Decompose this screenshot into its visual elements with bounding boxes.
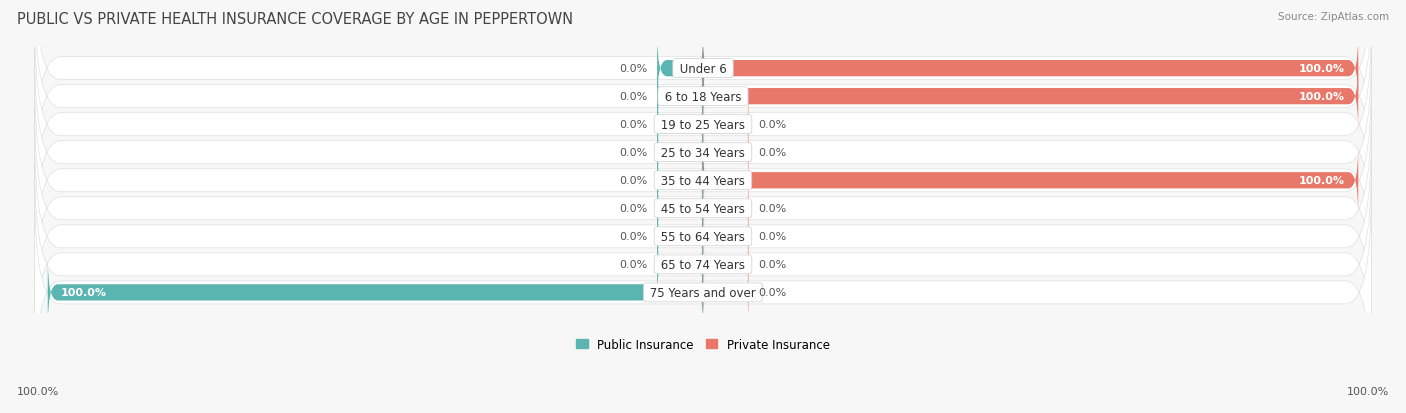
FancyBboxPatch shape (703, 35, 1358, 103)
FancyBboxPatch shape (657, 231, 703, 299)
Text: 100.0%: 100.0% (17, 387, 59, 396)
Text: 6 to 18 Years: 6 to 18 Years (661, 90, 745, 103)
FancyBboxPatch shape (703, 259, 749, 327)
Text: 100.0%: 100.0% (60, 288, 107, 298)
Text: Under 6: Under 6 (676, 62, 730, 76)
Text: 0.0%: 0.0% (759, 232, 787, 242)
FancyBboxPatch shape (657, 119, 703, 187)
FancyBboxPatch shape (657, 63, 703, 131)
Text: 65 to 74 Years: 65 to 74 Years (657, 258, 749, 271)
FancyBboxPatch shape (35, 164, 1371, 365)
FancyBboxPatch shape (657, 175, 703, 242)
Text: 0.0%: 0.0% (619, 176, 647, 186)
Text: 0.0%: 0.0% (759, 288, 787, 298)
Text: Source: ZipAtlas.com: Source: ZipAtlas.com (1278, 12, 1389, 22)
Text: 19 to 25 Years: 19 to 25 Years (657, 119, 749, 131)
Text: 45 to 54 Years: 45 to 54 Years (657, 202, 749, 215)
FancyBboxPatch shape (703, 63, 1358, 131)
Text: 35 to 44 Years: 35 to 44 Years (657, 174, 749, 188)
FancyBboxPatch shape (35, 192, 1371, 393)
FancyBboxPatch shape (657, 203, 703, 271)
Text: 100.0%: 100.0% (1299, 92, 1346, 102)
Text: 0.0%: 0.0% (759, 260, 787, 270)
FancyBboxPatch shape (657, 91, 703, 159)
Text: 100.0%: 100.0% (1299, 176, 1346, 186)
Text: 0.0%: 0.0% (619, 92, 647, 102)
Text: 0.0%: 0.0% (619, 232, 647, 242)
Text: 0.0%: 0.0% (619, 260, 647, 270)
FancyBboxPatch shape (35, 24, 1371, 225)
FancyBboxPatch shape (703, 231, 749, 299)
FancyBboxPatch shape (703, 119, 749, 187)
Text: PUBLIC VS PRIVATE HEALTH INSURANCE COVERAGE BY AGE IN PEPPERTOWN: PUBLIC VS PRIVATE HEALTH INSURANCE COVER… (17, 12, 574, 27)
FancyBboxPatch shape (35, 81, 1371, 281)
FancyBboxPatch shape (35, 52, 1371, 253)
FancyBboxPatch shape (703, 91, 749, 159)
Text: 0.0%: 0.0% (619, 64, 647, 74)
Text: 55 to 64 Years: 55 to 64 Years (657, 230, 749, 243)
Text: 25 to 34 Years: 25 to 34 Years (657, 146, 749, 159)
Text: 100.0%: 100.0% (1347, 387, 1389, 396)
Text: 75 Years and over: 75 Years and over (647, 286, 759, 299)
Text: 0.0%: 0.0% (619, 204, 647, 214)
FancyBboxPatch shape (657, 147, 703, 215)
FancyBboxPatch shape (703, 203, 749, 271)
Text: 0.0%: 0.0% (619, 120, 647, 130)
FancyBboxPatch shape (703, 147, 1358, 215)
FancyBboxPatch shape (657, 35, 703, 103)
FancyBboxPatch shape (703, 175, 749, 242)
FancyBboxPatch shape (48, 259, 703, 327)
Text: 100.0%: 100.0% (1299, 64, 1346, 74)
FancyBboxPatch shape (35, 136, 1371, 337)
FancyBboxPatch shape (35, 0, 1371, 197)
FancyBboxPatch shape (35, 0, 1371, 169)
Text: 0.0%: 0.0% (619, 148, 647, 158)
Text: 0.0%: 0.0% (759, 204, 787, 214)
Legend: Public Insurance, Private Insurance: Public Insurance, Private Insurance (571, 333, 835, 356)
Text: 0.0%: 0.0% (759, 148, 787, 158)
FancyBboxPatch shape (35, 108, 1371, 309)
Text: 0.0%: 0.0% (759, 120, 787, 130)
